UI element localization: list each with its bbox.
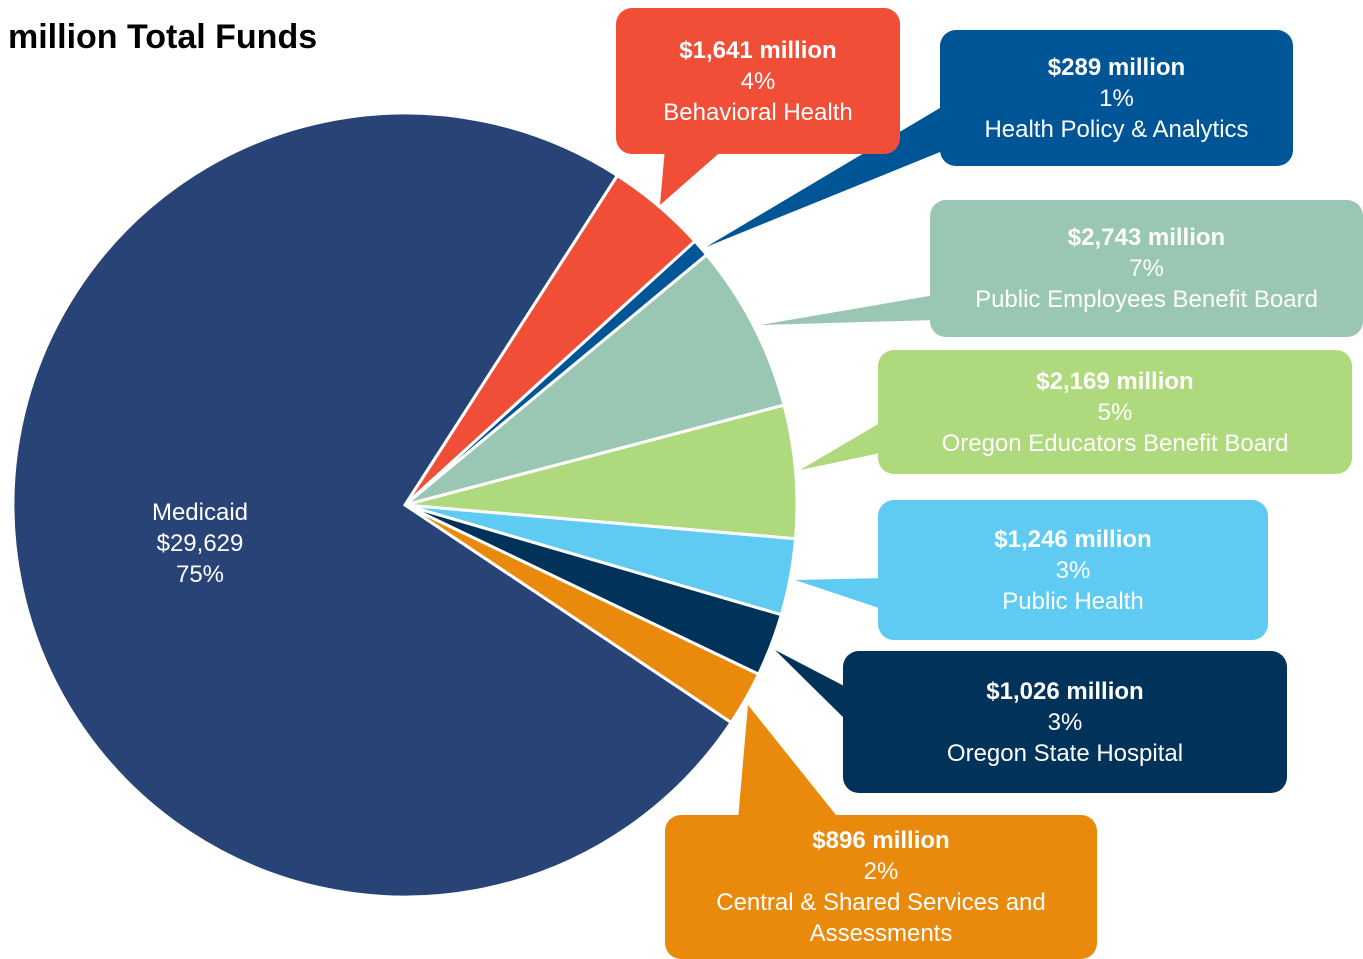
- category-label: Public Health: [1002, 587, 1144, 615]
- value-label: $2,169 million: [1036, 367, 1194, 395]
- percent-label: 7%: [1129, 255, 1164, 282]
- percent-label: 1%: [1099, 84, 1134, 112]
- category-label: Behavioral Health: [663, 98, 853, 126]
- pie-slice: [11, 111, 734, 899]
- category-label: Medicaid: [151, 499, 249, 526]
- callout-box: $1,246 million 3% Public Health: [878, 500, 1268, 640]
- callout-pointer: [795, 578, 885, 610]
- value-label: $1,026 million: [986, 677, 1144, 705]
- value-label: $2,743 million: [1067, 224, 1226, 251]
- callout-pointer: [760, 295, 935, 325]
- callout-pointer: [738, 705, 840, 820]
- callout-box: $1,641 million 4% Behavioral Health: [616, 8, 900, 154]
- value-label: $29,629: [156, 530, 244, 557]
- callout-pointer: [800, 420, 885, 470]
- callout-pointer: [775, 650, 848, 722]
- category-label: Oregon Educators Benefit Board: [941, 429, 1289, 457]
- callout-pointer: [660, 148, 725, 205]
- callout-box: $2,743 million 7% Public Employees Benefit…: [930, 200, 1363, 337]
- chart-title: million Total Funds: [8, 18, 318, 56]
- percent-label: 2%: [863, 858, 899, 885]
- callout-box: $289 million 1% Health Policy & Analytics: [940, 30, 1293, 166]
- callout-box: $896 million 2% Central & Shared Services …: [665, 815, 1097, 959]
- percent-label: 3%: [1047, 708, 1083, 736]
- percent-label: 4%: [740, 67, 776, 95]
- pie-slice: [404, 252, 786, 507]
- slice-label: Medicaid $29,629 75%: [100, 497, 300, 590]
- percent-label: 75%: [175, 561, 225, 588]
- value-label: $1,246 million: [994, 525, 1152, 553]
- category-label: Oregon State Hospital: [946, 739, 1184, 767]
- pie-slice: [404, 403, 799, 541]
- callout-box: $1,026 million 3% Oregon State Hospital: [843, 651, 1287, 793]
- percent-label: 3%: [1055, 556, 1091, 584]
- callout-box: $2,169 million 5% Oregon Educators Benefit…: [878, 350, 1352, 474]
- category-label: Public Employees Benefit Board: [975, 286, 1318, 313]
- value-label: $896 million: [812, 827, 950, 854]
- value-label: $1,641 million: [679, 36, 837, 64]
- percent-label: 5%: [1097, 398, 1133, 426]
- category-label: Health Policy & Analytics: [984, 115, 1249, 143]
- category-label: Central & Shared Services and Assessment…: [716, 889, 1046, 947]
- value-label: $289 million: [1047, 53, 1186, 81]
